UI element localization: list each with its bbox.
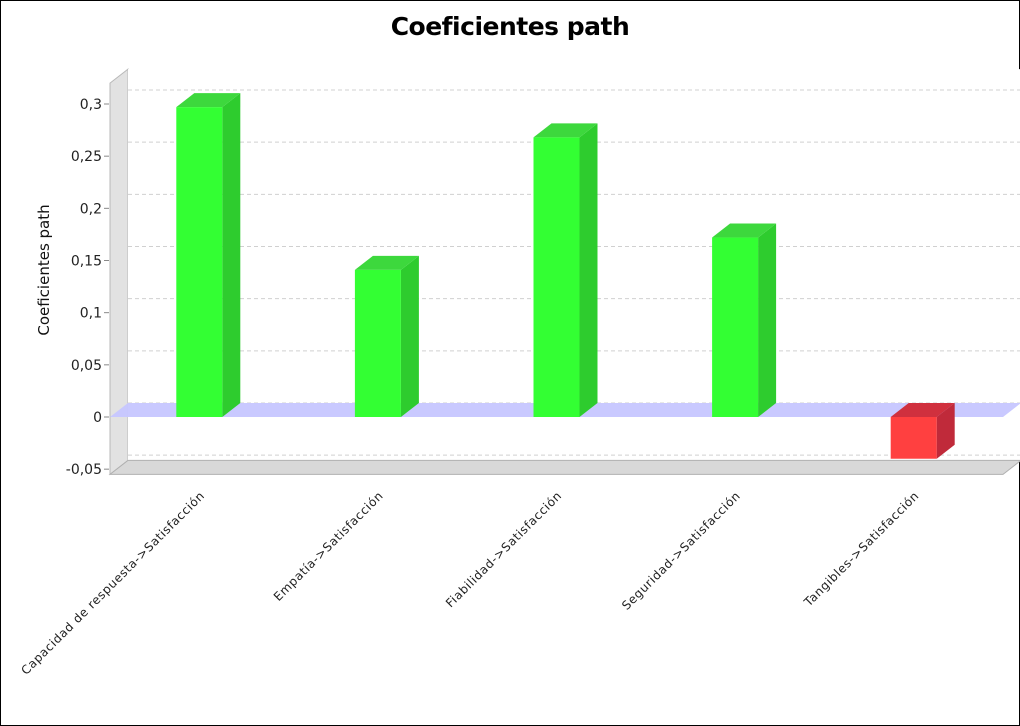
y-tick-label: -0,05 [66, 462, 102, 478]
bar [533, 123, 598, 418]
bar-top [712, 223, 777, 238]
bar [354, 255, 419, 417]
bar-top [354, 255, 419, 270]
bars [176, 93, 955, 459]
bar-front [533, 137, 580, 418]
y-axis-title: Coeficientes path [35, 204, 53, 335]
y-tick-label: 0,25 [71, 149, 102, 165]
y-tick-label: 0,05 [71, 358, 102, 374]
bar [712, 223, 777, 417]
bar-front [890, 417, 937, 459]
chart-title: Coeficientes path [390, 12, 630, 41]
x-tick-label: Capacidad de respuesta->Satisfacción [18, 489, 207, 678]
floor [108, 459, 1020, 475]
bar-side [222, 93, 241, 417]
bar-top [890, 403, 955, 417]
bar-front [176, 107, 223, 417]
y-tick-label: 0,1 [80, 306, 102, 322]
y-tick-label: 0,3 [80, 97, 102, 113]
x-tick-label: Empatía->Satisfacción [271, 489, 386, 604]
bar-side [400, 255, 419, 417]
y-tick-label: 0 [93, 410, 102, 426]
bar [890, 403, 955, 459]
bar-side [758, 223, 777, 417]
x-tick-label: Fiabilidad->Satisfacción [443, 489, 565, 611]
y-axis: -0,05 0 0,05 0,1 0,15 0,2 0,25 0,3 [66, 97, 109, 478]
x-axis: Capacidad de respuesta->Satisfacción Empa… [18, 489, 921, 678]
bar [176, 93, 241, 417]
y-tick-label: 0,15 [71, 254, 102, 270]
bar-top [533, 123, 598, 138]
bar-front [354, 269, 401, 417]
bar-side [579, 123, 598, 418]
x-tick-label: Seguridad->Satisfacción [619, 489, 743, 613]
y-tick-label: 0,2 [80, 201, 102, 217]
x-tick-label: Tangibles->Satisfacción [801, 489, 922, 610]
bar-side [936, 403, 955, 459]
bar-top [176, 93, 241, 108]
bar-front [712, 237, 759, 417]
